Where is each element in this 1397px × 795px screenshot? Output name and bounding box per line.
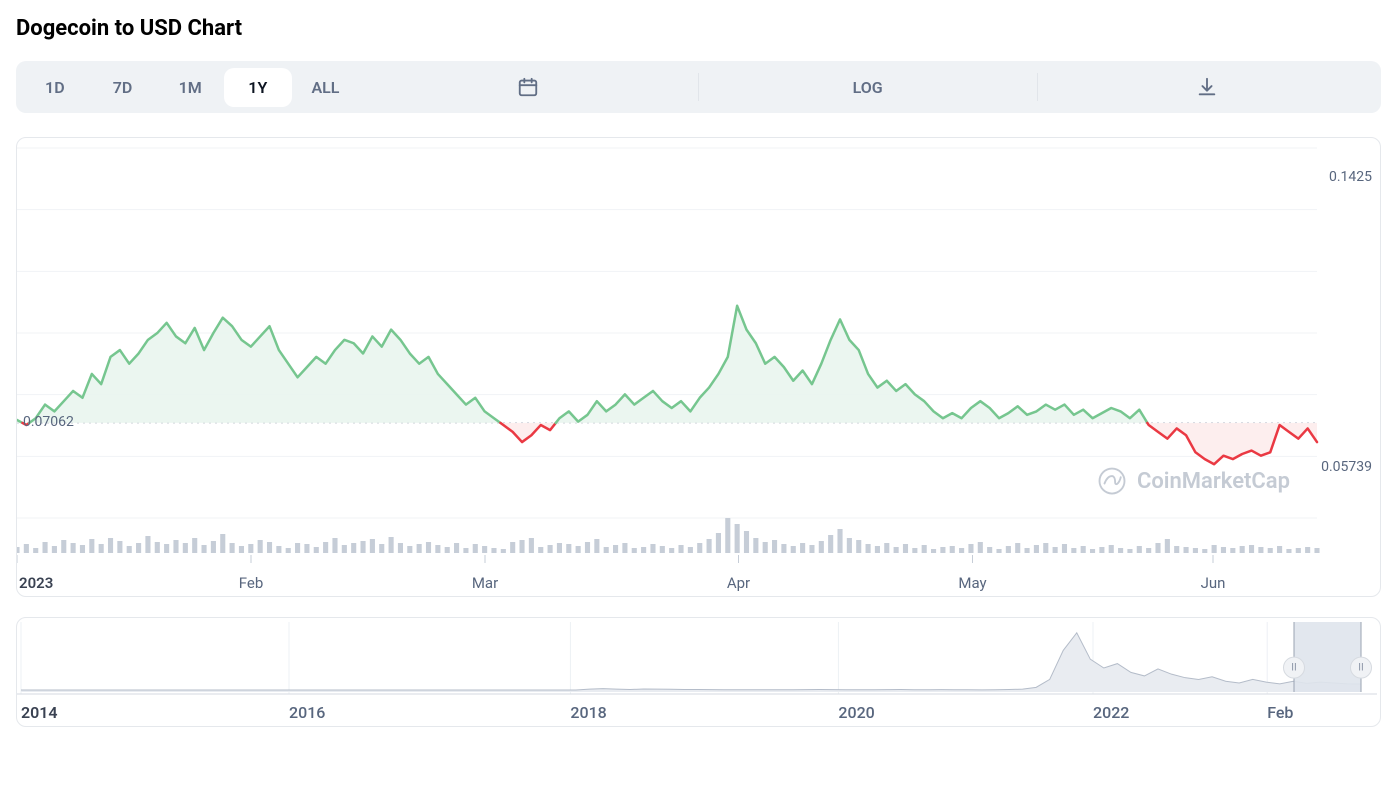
page-title: Dogecoin to USD Chart (16, 16, 1381, 41)
range-group: 1D7D1M1YALL (21, 68, 359, 107)
download-button[interactable] (1038, 66, 1376, 108)
overview-handle-right[interactable]: II (1350, 657, 1372, 679)
x-axis-labels: 2023 Feb Mar Apr May Jun (17, 566, 1310, 592)
baseline-price-label: 0.07062 (23, 414, 74, 430)
calendar-icon (517, 76, 539, 98)
range-7d[interactable]: 7D (89, 68, 157, 107)
price-chart-panel[interactable]: 0.07062 0.1425 0.05739 2023 Feb Mar Apr May Ju… (16, 137, 1381, 597)
overview-handle-left[interactable]: II (1283, 657, 1305, 679)
range-all[interactable]: ALL (292, 68, 360, 107)
download-icon (1196, 76, 1218, 98)
range-1y[interactable]: 1Y (224, 68, 292, 107)
x-tick-label: Apr (727, 574, 750, 592)
overview-panel[interactable]: II II 2014 2016 2018 2020 2022 Feb (16, 617, 1381, 727)
overview-x-label: 2022 (1093, 703, 1129, 722)
overview-x-labels: 2014 2016 2018 2020 2022 Feb (17, 696, 1380, 722)
overview-x-label: 2014 (21, 703, 58, 722)
overview-x-label: Feb (1267, 703, 1293, 722)
date-picker-button[interactable] (359, 66, 697, 108)
x-tick-label: Feb (239, 574, 264, 592)
x-tick-label: May (958, 574, 986, 592)
y-tick-label: 0.1425 (1329, 169, 1372, 185)
overview-x-label: 2016 (289, 703, 325, 722)
x-tick-label: 2023 (19, 574, 53, 592)
overview-x-label: 2018 (570, 703, 606, 722)
log-scale-button[interactable]: LOG (699, 68, 1037, 107)
overview-x-label: 2020 (838, 703, 874, 722)
range-toolbar: 1D7D1M1YALL LOG (16, 61, 1381, 113)
range-1d[interactable]: 1D (21, 68, 89, 107)
range-1m[interactable]: 1M (156, 68, 224, 107)
x-tick-label: Mar (472, 574, 498, 592)
y-tick-label: 0.05739 (1321, 459, 1372, 475)
price-chart-svg (17, 138, 1381, 597)
x-tick-label: Jun (1201, 574, 1226, 592)
